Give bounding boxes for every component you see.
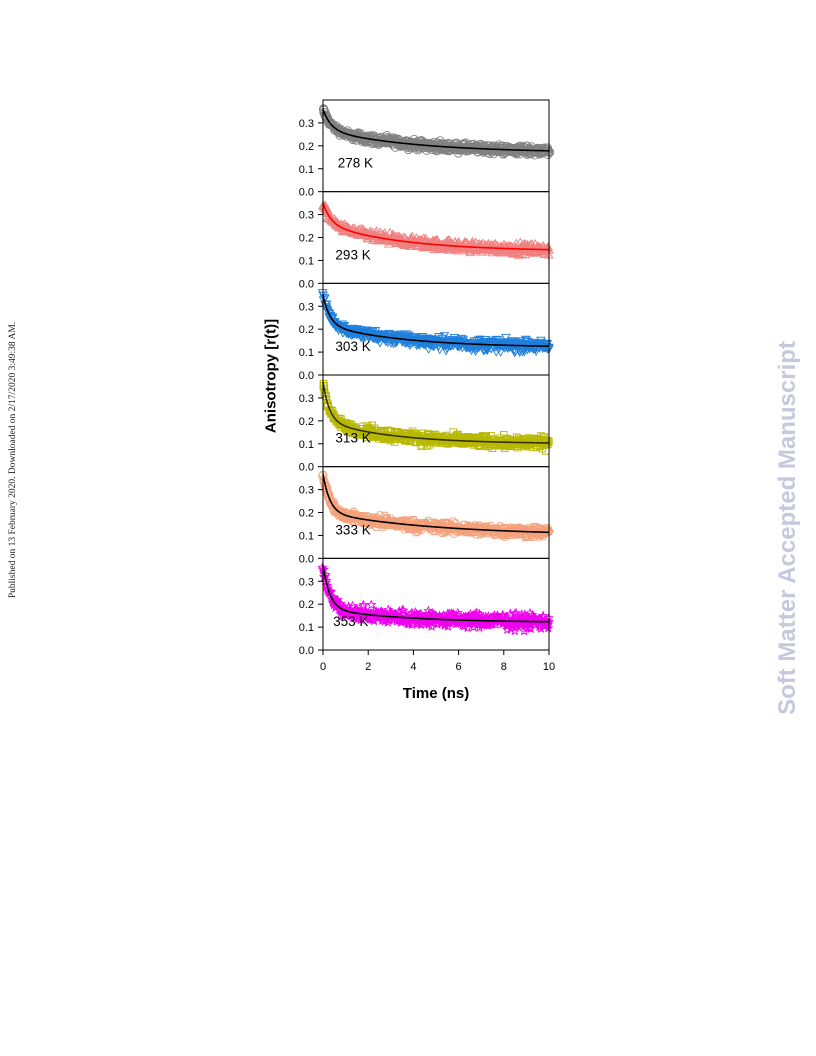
- data-point: [543, 622, 554, 633]
- y-tick-label: 0.0: [299, 187, 314, 199]
- data-point: [430, 235, 440, 245]
- data-point: [390, 438, 399, 446]
- panels: 0.0 0.1 0.2 0.3 278 K 0.0 0.1 0.2 0.3 293 K 0.0 0.1…: [299, 99, 555, 657]
- data-point: [319, 382, 328, 391]
- x-tick-label: 6: [456, 661, 462, 673]
- y-tick-label: 0.3: [299, 576, 314, 588]
- data-point: [322, 392, 330, 400]
- panel-1: 0.0 0.1 0.2 0.3 278 K: [299, 99, 555, 199]
- fit-curve: [322, 381, 550, 444]
- data-point: [435, 345, 445, 355]
- data-point: [319, 294, 330, 303]
- data-point: [510, 607, 522, 618]
- y-tick-label: 0.3: [299, 393, 314, 405]
- y-tick-label: 0.3: [299, 118, 314, 130]
- data-points: [317, 289, 554, 358]
- y-axis-title: Anisotropy [r(t)]: [262, 318, 280, 434]
- panel-frame: [322, 557, 550, 651]
- y-tick-label: 0.2: [299, 416, 314, 428]
- data-point: [318, 470, 328, 480]
- panel-4: 0.0 0.1 0.2 0.3 313 K: [299, 374, 553, 474]
- data-point: [366, 514, 377, 523]
- data-point: [503, 438, 511, 447]
- data-point: [320, 479, 330, 488]
- y-tick-label: 0.1: [299, 530, 314, 542]
- y-tick-label: 0.1: [299, 439, 314, 451]
- x-axis: 0 2 4 6 8 10: [320, 650, 555, 673]
- x-axis-title: Time (ns): [402, 685, 470, 702]
- y-tick-label: 0.0: [299, 553, 314, 565]
- data-point: [358, 599, 369, 610]
- data-point: [319, 477, 329, 486]
- data-point: [508, 526, 518, 535]
- data-point: [383, 338, 393, 347]
- data-point: [379, 228, 390, 237]
- y-tick-label: 0.1: [299, 347, 314, 359]
- y-tick-label: 0.1: [299, 255, 314, 267]
- temperature-label: 333 K: [335, 522, 370, 537]
- data-point: [538, 610, 549, 621]
- y-tick-label: 0.0: [299, 278, 314, 290]
- data-point: [366, 599, 377, 610]
- data-point: [338, 510, 348, 519]
- panel-frame: [322, 374, 550, 468]
- y-tick-label: 0.0: [299, 370, 314, 382]
- y-tick-label: 0.2: [299, 324, 314, 336]
- fit-curve: [322, 565, 550, 623]
- data-point: [370, 429, 379, 438]
- data-point: [357, 224, 368, 234]
- data-point: [324, 401, 332, 410]
- x-tick-label: 0: [320, 661, 326, 673]
- fit-curve: [322, 294, 550, 347]
- temperature-label: 303 K: [335, 339, 370, 354]
- data-points: [318, 104, 555, 160]
- temperature-label: 313 K: [335, 431, 370, 446]
- fit-curve: [322, 473, 550, 534]
- data-point: [362, 518, 373, 527]
- data-point: [383, 516, 394, 525]
- temperature-label: 293 K: [335, 247, 370, 262]
- y-tick-label: 0.2: [299, 599, 314, 611]
- y-tick-label: 0.1: [299, 622, 314, 634]
- data-point: [368, 421, 376, 430]
- temperature-label: 278 K: [338, 156, 373, 171]
- panel-3: 0.0 0.1 0.2 0.3 303 K: [299, 282, 554, 382]
- fit-curve: [322, 202, 550, 251]
- y-tick-label: 0.2: [299, 508, 314, 520]
- data-point: [317, 562, 328, 572]
- panel-5: 0.0 0.1 0.2 0.3 333 K: [299, 466, 554, 565]
- data-point: [524, 434, 533, 442]
- y-tick-label: 0.0: [299, 462, 314, 474]
- data-point: [439, 332, 450, 341]
- x-tick-label: 2: [365, 661, 371, 673]
- data-point: [452, 607, 463, 618]
- data-point: [335, 598, 346, 609]
- fit-curve: [322, 108, 550, 152]
- y-tick-label: 0.1: [299, 164, 314, 176]
- y-tick-label: 0.3: [299, 301, 314, 313]
- data-point: [434, 333, 444, 342]
- y-tick-label: 0.2: [299, 141, 314, 153]
- x-tick-label: 10: [543, 661, 555, 673]
- data-point: [516, 246, 526, 255]
- x-tick-label: 8: [501, 661, 507, 673]
- data-point: [541, 526, 551, 535]
- y-tick-label: 0.3: [299, 210, 314, 222]
- data-point: [542, 524, 553, 533]
- panel-6: 0.0 0.1 0.2 0.3 353 K: [299, 557, 555, 657]
- data-point: [544, 527, 554, 536]
- y-tick-label: 0.2: [299, 233, 314, 245]
- y-tick-label: 0.3: [299, 485, 314, 497]
- data-point: [499, 431, 508, 439]
- x-tick-label: 4: [410, 661, 416, 673]
- y-tick-label: 0.0: [299, 645, 314, 657]
- temperature-label: 353 K: [333, 614, 368, 629]
- panel-2: 0.0 0.1 0.2 0.3 293 K: [299, 191, 554, 290]
- data-point: [421, 233, 431, 243]
- data-point: [544, 147, 555, 157]
- data-point: [440, 243, 450, 253]
